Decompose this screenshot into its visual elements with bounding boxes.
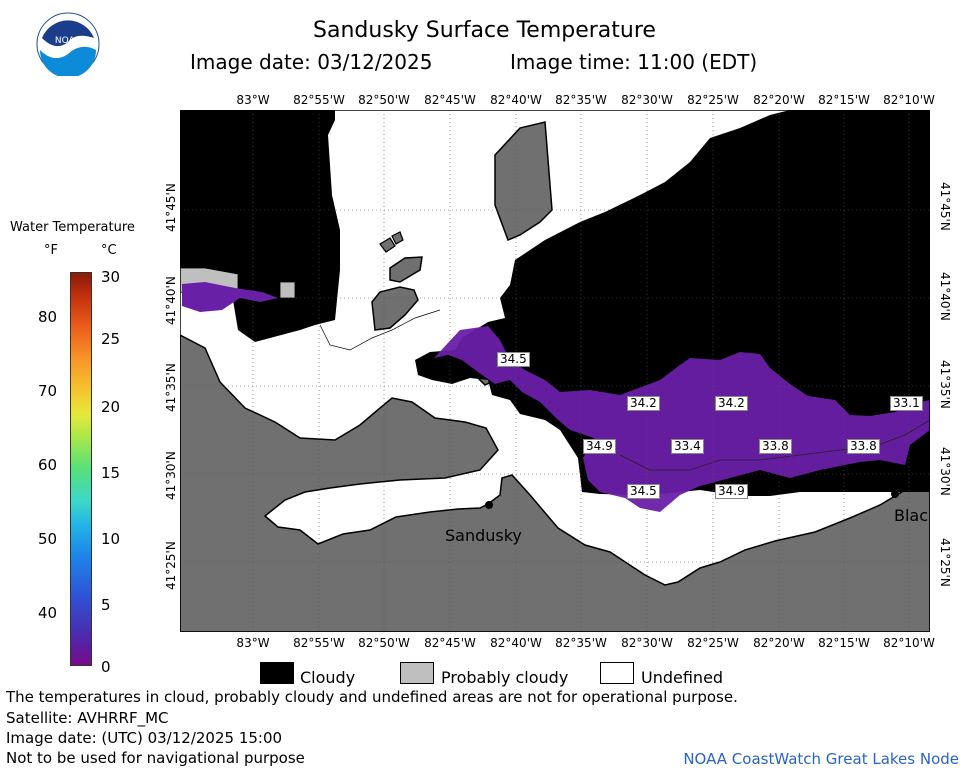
lon-label: 82°15'W — [818, 636, 870, 650]
f-tick-70: 70 — [38, 382, 58, 400]
footer-satellite: Satellite: AVHRRF_MC — [6, 709, 169, 727]
c-tick-15: 15 — [101, 464, 121, 482]
lon-label: 82°20'W — [753, 93, 805, 107]
color-scale-bar — [70, 272, 92, 666]
lat-label: 41°35'N — [164, 363, 178, 412]
land-south-shore — [180, 334, 930, 632]
noaa-logo-icon: NOAA — [36, 12, 100, 76]
lon-label: 82°45'W — [424, 636, 476, 650]
lon-label: 82°30'W — [621, 93, 673, 107]
lon-label: 82°35'W — [555, 636, 607, 650]
water-contour — [619, 419, 930, 471]
key-swatch-cloudy — [260, 662, 294, 684]
map-title: Sandusky Surface Temperature — [313, 18, 656, 43]
map-canvas — [180, 110, 930, 632]
lat-label: 41°30'N — [164, 451, 178, 500]
shoreline-contour — [319, 309, 441, 351]
lon-label: 82°25'W — [687, 93, 739, 107]
island-small — [389, 256, 423, 283]
f-tick-40: 40 — [38, 604, 58, 622]
c-tick-0: 0 — [101, 658, 111, 676]
f-tick-60: 60 — [38, 456, 58, 474]
lon-label: 82°10'W — [883, 636, 935, 650]
footer-node: NOAA CoastWatch Great Lakes Node — [683, 750, 959, 768]
f-tick-50: 50 — [38, 530, 58, 548]
footer-nav-warning: Not to be used for navigational purpose — [6, 749, 305, 767]
lat-label: 41°45'N — [938, 182, 952, 231]
lon-label: 82°55'W — [293, 636, 345, 650]
lat-label: 41°25'N — [164, 541, 178, 590]
c-tick-25: 25 — [101, 330, 121, 348]
c-tick-30: 30 — [101, 268, 121, 286]
c-tick-20: 20 — [101, 398, 121, 416]
lon-label: 82°50'W — [358, 636, 410, 650]
lat-label: 41°25'N — [938, 538, 952, 587]
lon-label: 82°50'W — [358, 93, 410, 107]
temperature-label: 34.2 — [715, 396, 748, 411]
lon-label: 82°30'W — [621, 636, 673, 650]
c-tick-10: 10 — [101, 530, 121, 548]
temperature-label: 34.9 — [715, 484, 748, 499]
lat-label: 41°35'N — [938, 360, 952, 409]
footer-utc-date: Image date: (UTC) 03/12/2025 15:00 — [6, 729, 283, 747]
lon-label: 83°W — [236, 636, 270, 650]
island-tiny2 — [391, 231, 404, 245]
lon-label: 82°40'W — [490, 93, 542, 107]
city-marker-blac — [891, 490, 899, 498]
island-west — [371, 286, 419, 331]
graticule — [180, 110, 930, 632]
legend-unit-f: °F — [44, 243, 58, 258]
lat-label: 41°40'N — [164, 276, 178, 325]
temperature-label: 33.4 — [671, 439, 704, 454]
temperature-label: 34.5 — [627, 484, 660, 499]
lon-label: 82°45'W — [424, 93, 476, 107]
key-label-cloudy: Cloudy — [300, 668, 356, 687]
cold-water-region — [434, 326, 930, 512]
lat-label: 41°45'N — [164, 183, 178, 232]
probably-cloudy-nw2 — [279, 281, 296, 299]
city-marker-sandusky — [485, 501, 493, 509]
image-date: Image date: 03/12/2025 — [190, 50, 433, 74]
temperature-label: 33.1 — [890, 396, 923, 411]
city-label-blac: Blac — [894, 506, 929, 525]
lat-label: 41°30'N — [938, 447, 952, 496]
legend-unit-c: °C — [101, 243, 117, 258]
lon-label: 83°W — [236, 93, 270, 107]
lat-label: 41°40'N — [938, 272, 952, 321]
temperature-label: 34.2 — [627, 396, 660, 411]
cold-water-nw — [182, 282, 278, 312]
image-time: Image time: 11:00 (EDT) — [510, 50, 758, 74]
lon-label: 82°10'W — [883, 93, 935, 107]
temperature-label: 33.8 — [759, 439, 792, 454]
c-tick-5: 5 — [101, 596, 111, 614]
f-tick-80: 80 — [38, 308, 58, 326]
lon-label: 82°20'W — [753, 636, 805, 650]
legend-title: Water Temperature — [10, 220, 135, 235]
key-swatch-undefined — [600, 662, 634, 684]
lon-label: 82°25'W — [687, 636, 739, 650]
lon-label: 82°15'W — [818, 93, 870, 107]
footer-note: The temperatures in cloud, probably clou… — [6, 688, 738, 706]
lon-label: 82°55'W — [293, 93, 345, 107]
city-label-sandusky: Sandusky — [445, 526, 522, 545]
logo-text: NOAA — [55, 36, 82, 46]
island-kelleys — [494, 121, 553, 241]
lon-label: 82°40'W — [490, 636, 542, 650]
key-label-probably-cloudy: Probably cloudy — [441, 668, 569, 687]
island-tiny — [379, 237, 396, 253]
temperature-label: 33.8 — [847, 439, 880, 454]
temperature-label: 34.5 — [497, 352, 530, 367]
temperature-label: 34.9 — [583, 439, 616, 454]
key-label-undefined: Undefined — [641, 668, 724, 687]
lon-label: 82°35'W — [555, 93, 607, 107]
key-swatch-probably-cloudy — [400, 662, 434, 684]
